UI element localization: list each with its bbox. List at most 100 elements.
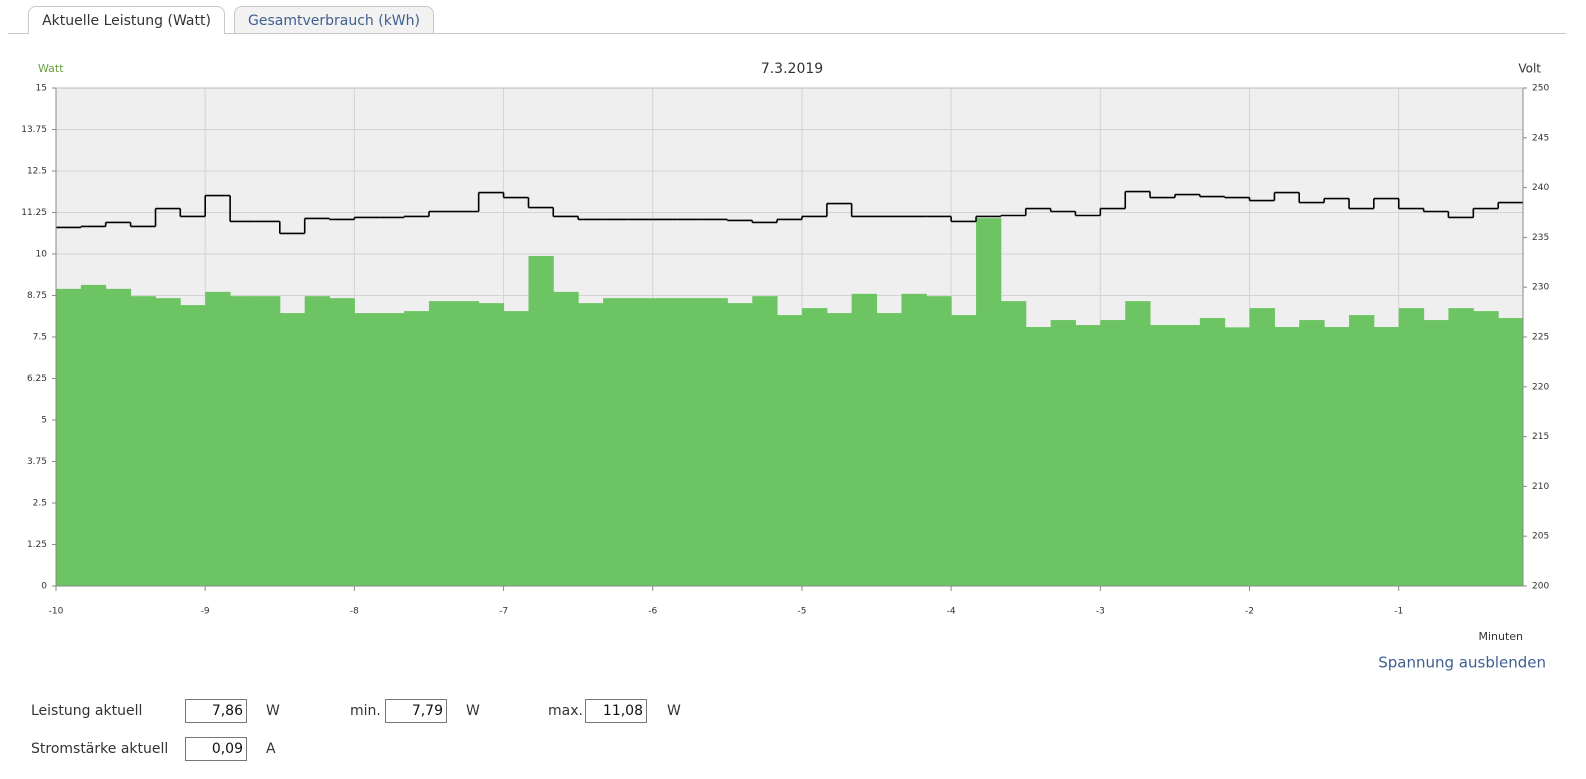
bar [976, 218, 1002, 587]
bar [279, 313, 306, 586]
y2-tick-label: 215 [1532, 432, 1549, 442]
reading-value: 7,79 [385, 699, 447, 723]
bar [1373, 327, 1400, 586]
reading-unit: W [266, 703, 280, 719]
bar [1125, 301, 1151, 586]
bar [1025, 327, 1052, 586]
y-tick-label: 6.25 [27, 374, 47, 384]
reading-label: max. [548, 703, 583, 719]
y-tick-label: 13.75 [21, 125, 47, 135]
bar [428, 301, 455, 586]
bar [180, 305, 206, 586]
bar [304, 296, 330, 586]
y2-tick-label: 200 [1532, 582, 1549, 592]
tab[interactable]: Gesamtverbrauch (kWh) [234, 6, 434, 33]
bar [652, 298, 679, 586]
bar [1349, 315, 1375, 586]
y-tick-label: 3.75 [27, 457, 47, 467]
bar [1174, 325, 1201, 586]
bar [1000, 301, 1027, 586]
bar [503, 311, 529, 586]
bar [1299, 320, 1325, 586]
y2-tick-label: 225 [1532, 333, 1549, 343]
reading-value: 7,86 [185, 699, 247, 723]
bar [1324, 327, 1350, 586]
bar [205, 291, 231, 586]
bar [478, 303, 505, 586]
x-tick-label: -1 [1394, 607, 1403, 617]
x-tick-label: -4 [947, 607, 956, 617]
bar [453, 301, 480, 586]
bar [1398, 308, 1425, 586]
reading-unit: A [266, 741, 276, 757]
y-tick-label: 2.5 [33, 499, 47, 509]
bar [777, 315, 803, 586]
bar [1473, 311, 1499, 586]
bar [155, 298, 181, 586]
reading-label: Leistung aktuell [31, 703, 143, 719]
bar [329, 298, 355, 586]
bar [627, 298, 654, 586]
y-tick-label: 12.5 [27, 167, 47, 177]
bar [702, 298, 728, 586]
y-tick-label: 11.25 [21, 208, 47, 218]
bar [130, 296, 157, 586]
reading-label: min. [350, 703, 381, 719]
bar [1075, 325, 1101, 586]
chart: 7.3.2019 Watt Volt Minuten Spannung ausb… [21, 61, 1549, 672]
bar [876, 313, 902, 586]
reading-unit: W [667, 703, 681, 719]
x-tick-label: -8 [350, 607, 359, 617]
bar [677, 298, 703, 586]
bar [254, 296, 281, 586]
bar [727, 303, 753, 586]
x-tick-label: -3 [1096, 607, 1105, 617]
y2-tick-label: 235 [1532, 233, 1549, 243]
bar [752, 296, 778, 586]
x-tick-label: -5 [797, 607, 806, 617]
bar [354, 313, 380, 586]
y2-tick-label: 240 [1532, 183, 1549, 193]
bar [926, 296, 952, 586]
y2-tick-label: 245 [1532, 133, 1549, 143]
bar [379, 313, 405, 586]
reading-unit: W [466, 703, 480, 719]
bar [105, 288, 132, 586]
bar [553, 291, 579, 586]
bar [1423, 320, 1449, 586]
y-tick-label: 15 [36, 84, 47, 94]
reading-value: 11,08 [585, 699, 647, 723]
y-tick-label: 10 [36, 250, 48, 260]
y-tick-label: 1.25 [27, 540, 47, 550]
chart-title: 7.3.2019 [761, 61, 823, 77]
bar [80, 284, 107, 586]
bar [1448, 308, 1474, 586]
bar [1274, 327, 1300, 586]
bar [578, 303, 604, 586]
y-axis-label: Watt [38, 62, 64, 75]
y2-tick-label: 250 [1532, 84, 1549, 94]
x-tick-label: -2 [1245, 607, 1254, 617]
bar [1498, 318, 1524, 586]
bar [851, 293, 878, 586]
bar [528, 255, 554, 586]
toggle-voltage-link[interactable]: Spannung ausblenden [1378, 654, 1546, 672]
y2-tick-label: 230 [1532, 283, 1549, 293]
x-tick-label: -10 [49, 607, 64, 617]
bar [1224, 327, 1251, 586]
x-tick-label: -9 [201, 607, 210, 617]
bar [1050, 320, 1076, 586]
bar [826, 313, 853, 586]
x-tick-label: -6 [648, 607, 657, 617]
bar [404, 311, 430, 586]
bar [230, 296, 256, 586]
y-tick-label: 7.5 [33, 333, 47, 343]
bar [56, 288, 82, 586]
y2-tick-label: 205 [1532, 532, 1549, 542]
tab[interactable]: Aktuelle Leistung (Watt) [28, 6, 225, 34]
x-tick-label: -7 [499, 607, 508, 617]
y2-axis-label: Volt [1518, 62, 1541, 76]
y-tick-label: 0 [41, 582, 47, 592]
bar [801, 308, 828, 586]
